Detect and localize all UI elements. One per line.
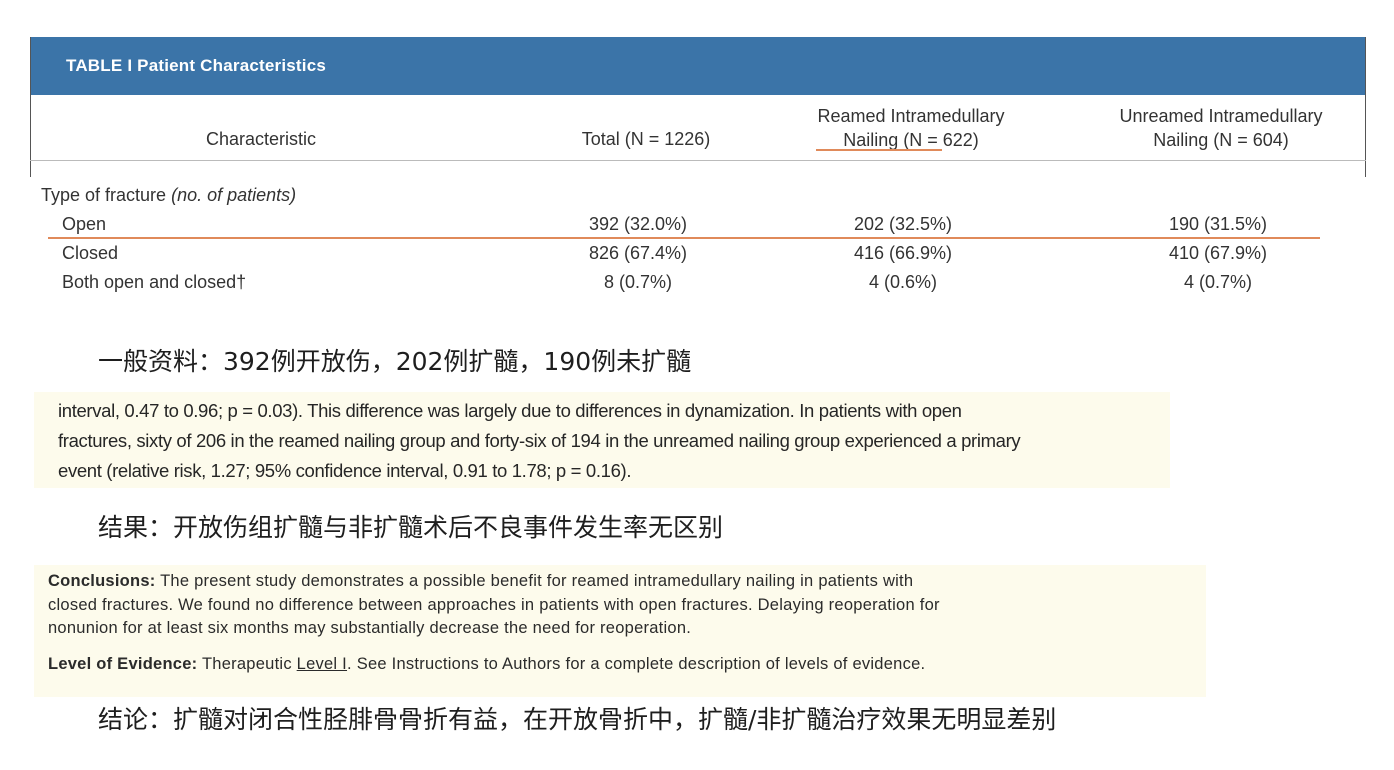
section-label-italic: (no. of patients)	[171, 185, 297, 205]
col-header-reamed-line2: Nailing (N = 622)	[843, 130, 979, 150]
row-total: 826 (67.4%)	[588, 243, 688, 263]
row-label: Closed	[62, 243, 119, 263]
row-reamed: 4 (0.6%)	[868, 272, 938, 292]
row-label: Both open and closed†	[62, 272, 247, 292]
col-header-reamed-line1: Reamed Intramedullary	[817, 106, 1005, 126]
header-rule	[30, 160, 1366, 161]
col-header-reamed: Reamed Intramedullary Nailing (N = 622)	[791, 104, 1031, 152]
highlight-underline-reamed	[816, 149, 942, 151]
conclusions-line: closed fractures. We found no difference…	[48, 595, 940, 614]
evidence-label: Level of Evidence:	[48, 654, 198, 673]
section-label-text: Type of fracture	[41, 185, 167, 205]
note-conclusion: 结论：扩髓对闭合性胫腓骨骨折有益，在开放骨折中，扩髓/非扩髓治疗效果无明显差别	[98, 705, 1057, 734]
conclusions-line: nonunion for at least six months may sub…	[48, 619, 692, 637]
conclusions-line: Conclusions: The present study demonstra…	[48, 570, 1196, 594]
col-header-unreamed: Unreamed Intramedullary Nailing (N = 604…	[1096, 104, 1346, 152]
row-total: 8 (0.7%)	[603, 272, 673, 292]
row-unreamed: 4 (0.7%)	[1183, 272, 1253, 292]
results-excerpt: interval, 0.47 to 0.96; p = 0.03). This …	[34, 392, 1170, 488]
note-results: 结果：开放伤组扩髓与非扩髓术后不良事件发生率无区别	[98, 513, 724, 542]
section-label: Type of fracture (no. of patients)	[41, 184, 296, 206]
results-line: fractures, sixty of 206 in the reamed na…	[58, 430, 1021, 451]
patient-characteristics-table: TABLE I Patient Characteristics Characte…	[30, 37, 1366, 177]
results-line: interval, 0.47 to 0.96; p = 0.03). This …	[58, 400, 962, 421]
row-unreamed: 190 (31.5%)	[1168, 214, 1268, 234]
table-title: TABLE I Patient Characteristics	[66, 56, 327, 75]
table-header-bar: TABLE I Patient Characteristics	[31, 37, 1365, 95]
col-header-unreamed-line1: Unreamed Intramedullary	[1119, 106, 1323, 126]
conclusions-text: The present study demonstrates a possibl…	[160, 572, 914, 590]
col-header-characteristic: Characteristic	[205, 129, 317, 149]
evidence-line: Level of Evidence: Therapeutic Level I. …	[48, 653, 1196, 677]
row-label: Open	[62, 214, 107, 234]
row-reamed: 416 (66.9%)	[853, 243, 953, 263]
row-total: 392 (32.0%)	[588, 214, 688, 234]
row-unreamed: 410 (67.9%)	[1168, 243, 1268, 263]
col-header-unreamed-line2: Nailing (N = 604)	[1153, 130, 1289, 150]
row-reamed: 202 (32.5%)	[853, 214, 953, 234]
evidence-pre: Therapeutic	[201, 654, 297, 673]
evidence-post: . See Instructions to Authors for a comp…	[347, 654, 926, 673]
conclusions-label: Conclusions:	[48, 572, 156, 590]
results-line: event (relative risk, 1.27; 95% confiden…	[58, 460, 632, 481]
note-general: 一般资料：392例开放伤，202例扩髓，190例未扩髓	[98, 347, 692, 376]
highlight-line-open-row	[48, 237, 1320, 239]
evidence-level-link[interactable]: Level I	[296, 654, 348, 673]
conclusions-excerpt: Conclusions: The present study demonstra…	[34, 565, 1206, 697]
col-header-total: Total (N = 1226)	[581, 129, 711, 149]
